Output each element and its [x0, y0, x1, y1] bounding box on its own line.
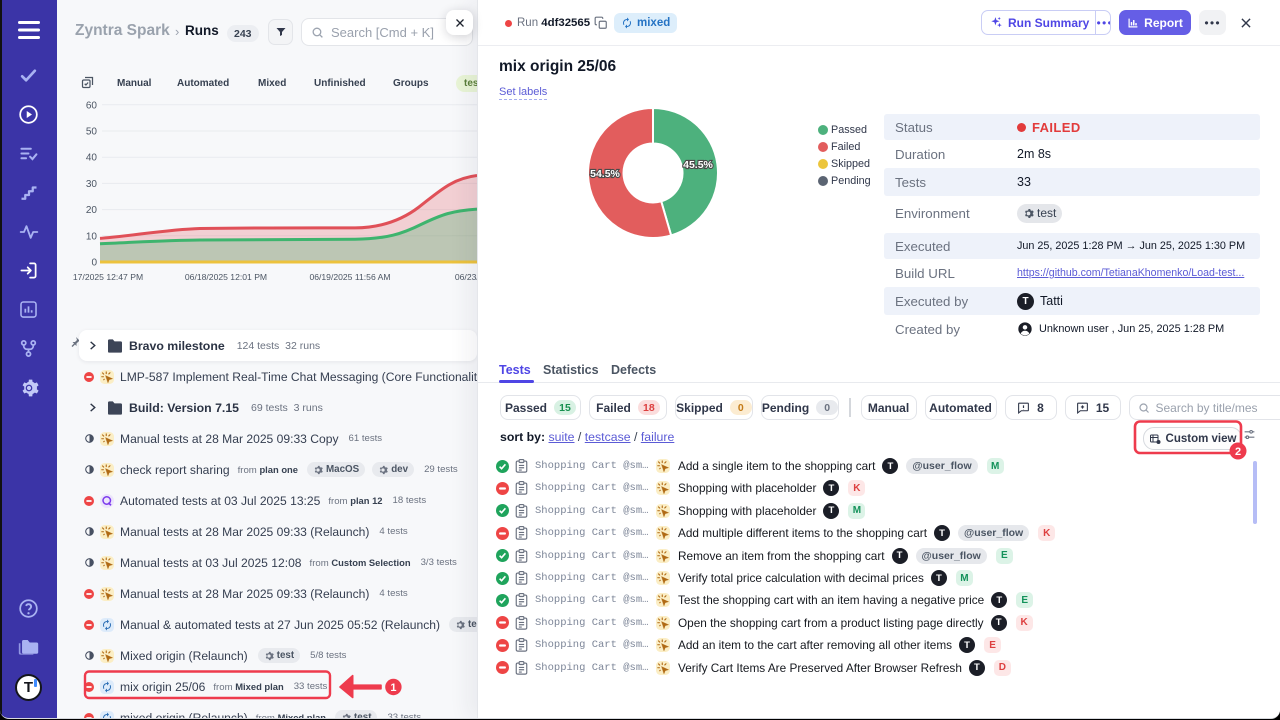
svg-text:17/2025 12:47 PM: 17/2025 12:47 PM [73, 272, 143, 282]
svg-text:60: 60 [86, 100, 98, 111]
svg-text:45.5%: 45.5% [683, 159, 713, 171]
svg-text:30: 30 [86, 179, 98, 190]
svg-text:06/23/202: 06/23/202 [455, 272, 477, 282]
svg-text:06/18/2025 12:01 PM: 06/18/2025 12:01 PM [185, 272, 267, 282]
svg-text:06/19/2025 11:56 AM: 06/19/2025 11:56 AM [309, 272, 390, 282]
svg-text:20: 20 [86, 205, 98, 216]
svg-text:0: 0 [91, 258, 97, 269]
svg-text:10: 10 [86, 231, 98, 242]
svg-text:54.5%: 54.5% [590, 168, 620, 180]
svg-text:50: 50 [86, 127, 98, 138]
svg-text:40: 40 [86, 153, 98, 164]
